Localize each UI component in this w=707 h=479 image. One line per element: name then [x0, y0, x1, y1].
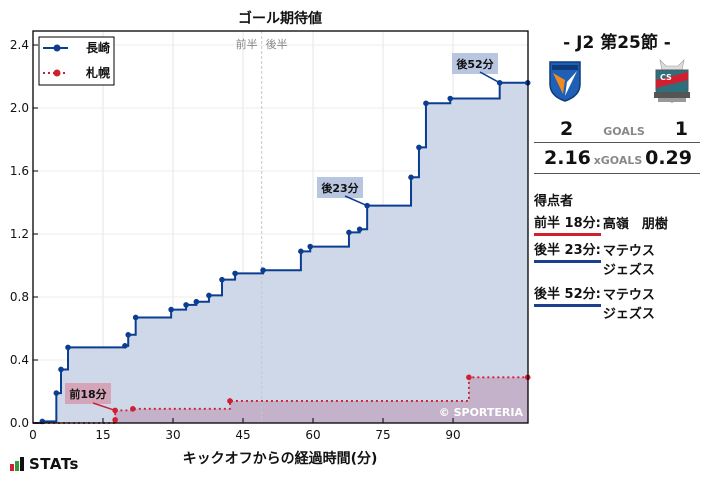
scorers-heading: 得点者 [534, 194, 574, 209]
halftime-marker: 前半 後半 [236, 31, 288, 423]
svg-text:0.4: 0.4 [10, 353, 29, 367]
svg-text:札幌: 札幌 [85, 65, 110, 80]
scorer-time: 後半 52分: [534, 286, 601, 307]
chart-title: ゴール期待値 [238, 11, 322, 27]
axis-ticks: 0 15 30 45 60 75 90 0.0 0.4 0.8 1.2 1.6 2.0 2.4 [10, 38, 461, 442]
match-title: - J2 第25節 - [563, 33, 671, 53]
svg-text:0.8: 0.8 [10, 290, 29, 304]
away-goals: 1 [674, 118, 688, 140]
svg-text:2.4: 2.4 [10, 38, 29, 52]
scorer-entry: 後半 52分: マテウス ジェズス [534, 286, 700, 324]
goals-label: GOALS [603, 125, 645, 138]
svg-text:75: 75 [375, 428, 390, 442]
xgoals-row: 2.16 xGOALS 0.29 [534, 147, 700, 174]
scorer-name: マテウス ジェズス [602, 288, 655, 322]
stats-logo-text: STATs [29, 455, 79, 473]
home-xgoals: 2.16 [544, 147, 591, 169]
watermark: © SPORTERIA [439, 406, 524, 419]
svg-text:1.2: 1.2 [10, 227, 29, 241]
plot-frame [32, 30, 529, 424]
svg-text:後52分: 後52分 [456, 57, 493, 71]
stats-logo: STATs [10, 455, 79, 473]
scorer-entry: 後半 23分: マテウス ジェズス [534, 242, 700, 280]
consadole-sapporo-crest-icon: CS [654, 59, 690, 103]
svg-text:前18分: 前18分 [69, 387, 106, 401]
svg-text:2.0: 2.0 [10, 101, 29, 115]
svg-text:前半: 前半 [236, 37, 258, 51]
scorer-time: 前半 18分: [534, 215, 601, 236]
chart-lines [33, 80, 531, 425]
away-xgoals: 0.29 [645, 147, 692, 169]
v-varen-nagasaki-crest-icon [549, 61, 581, 102]
svg-text:後半: 後半 [266, 37, 288, 51]
svg-text:0.0: 0.0 [10, 416, 29, 430]
x-axis-label: キックオフからの経過時間(分) [182, 451, 378, 467]
scorer-name: マテウス ジェズス [602, 244, 655, 278]
svg-text:90: 90 [445, 428, 460, 442]
scorer-name: 高嶺 朋樹 [602, 217, 668, 232]
stats-bars-icon [10, 457, 24, 471]
scorer-entry: 前半 18分: 高嶺 朋樹 [534, 215, 700, 236]
svg-text:後23分: 後23分 [321, 181, 358, 195]
home-goals: 2 [560, 118, 574, 140]
svg-text:0: 0 [29, 428, 37, 442]
chart-fills [33, 82, 528, 424]
svg-text:60: 60 [305, 428, 320, 442]
match-summary-panel: - J2 第25節 - CS 2 GOALS 1 2.16 xGOALS 0.2… [534, 28, 700, 324]
xgoals-label: xGOALS [593, 154, 643, 167]
svg-text:15: 15 [95, 428, 110, 442]
svg-text:長崎: 長崎 [86, 40, 110, 55]
chart-annotations: 前18分 後23分 後52分 [65, 53, 501, 412]
goals-row: 2 GOALS 1 [534, 118, 700, 143]
svg-text:45: 45 [235, 428, 250, 442]
scorer-time: 後半 23分: [534, 242, 601, 263]
svg-text:30: 30 [165, 428, 180, 442]
svg-text:1.6: 1.6 [10, 164, 29, 178]
svg-text:CS: CS [660, 73, 672, 82]
